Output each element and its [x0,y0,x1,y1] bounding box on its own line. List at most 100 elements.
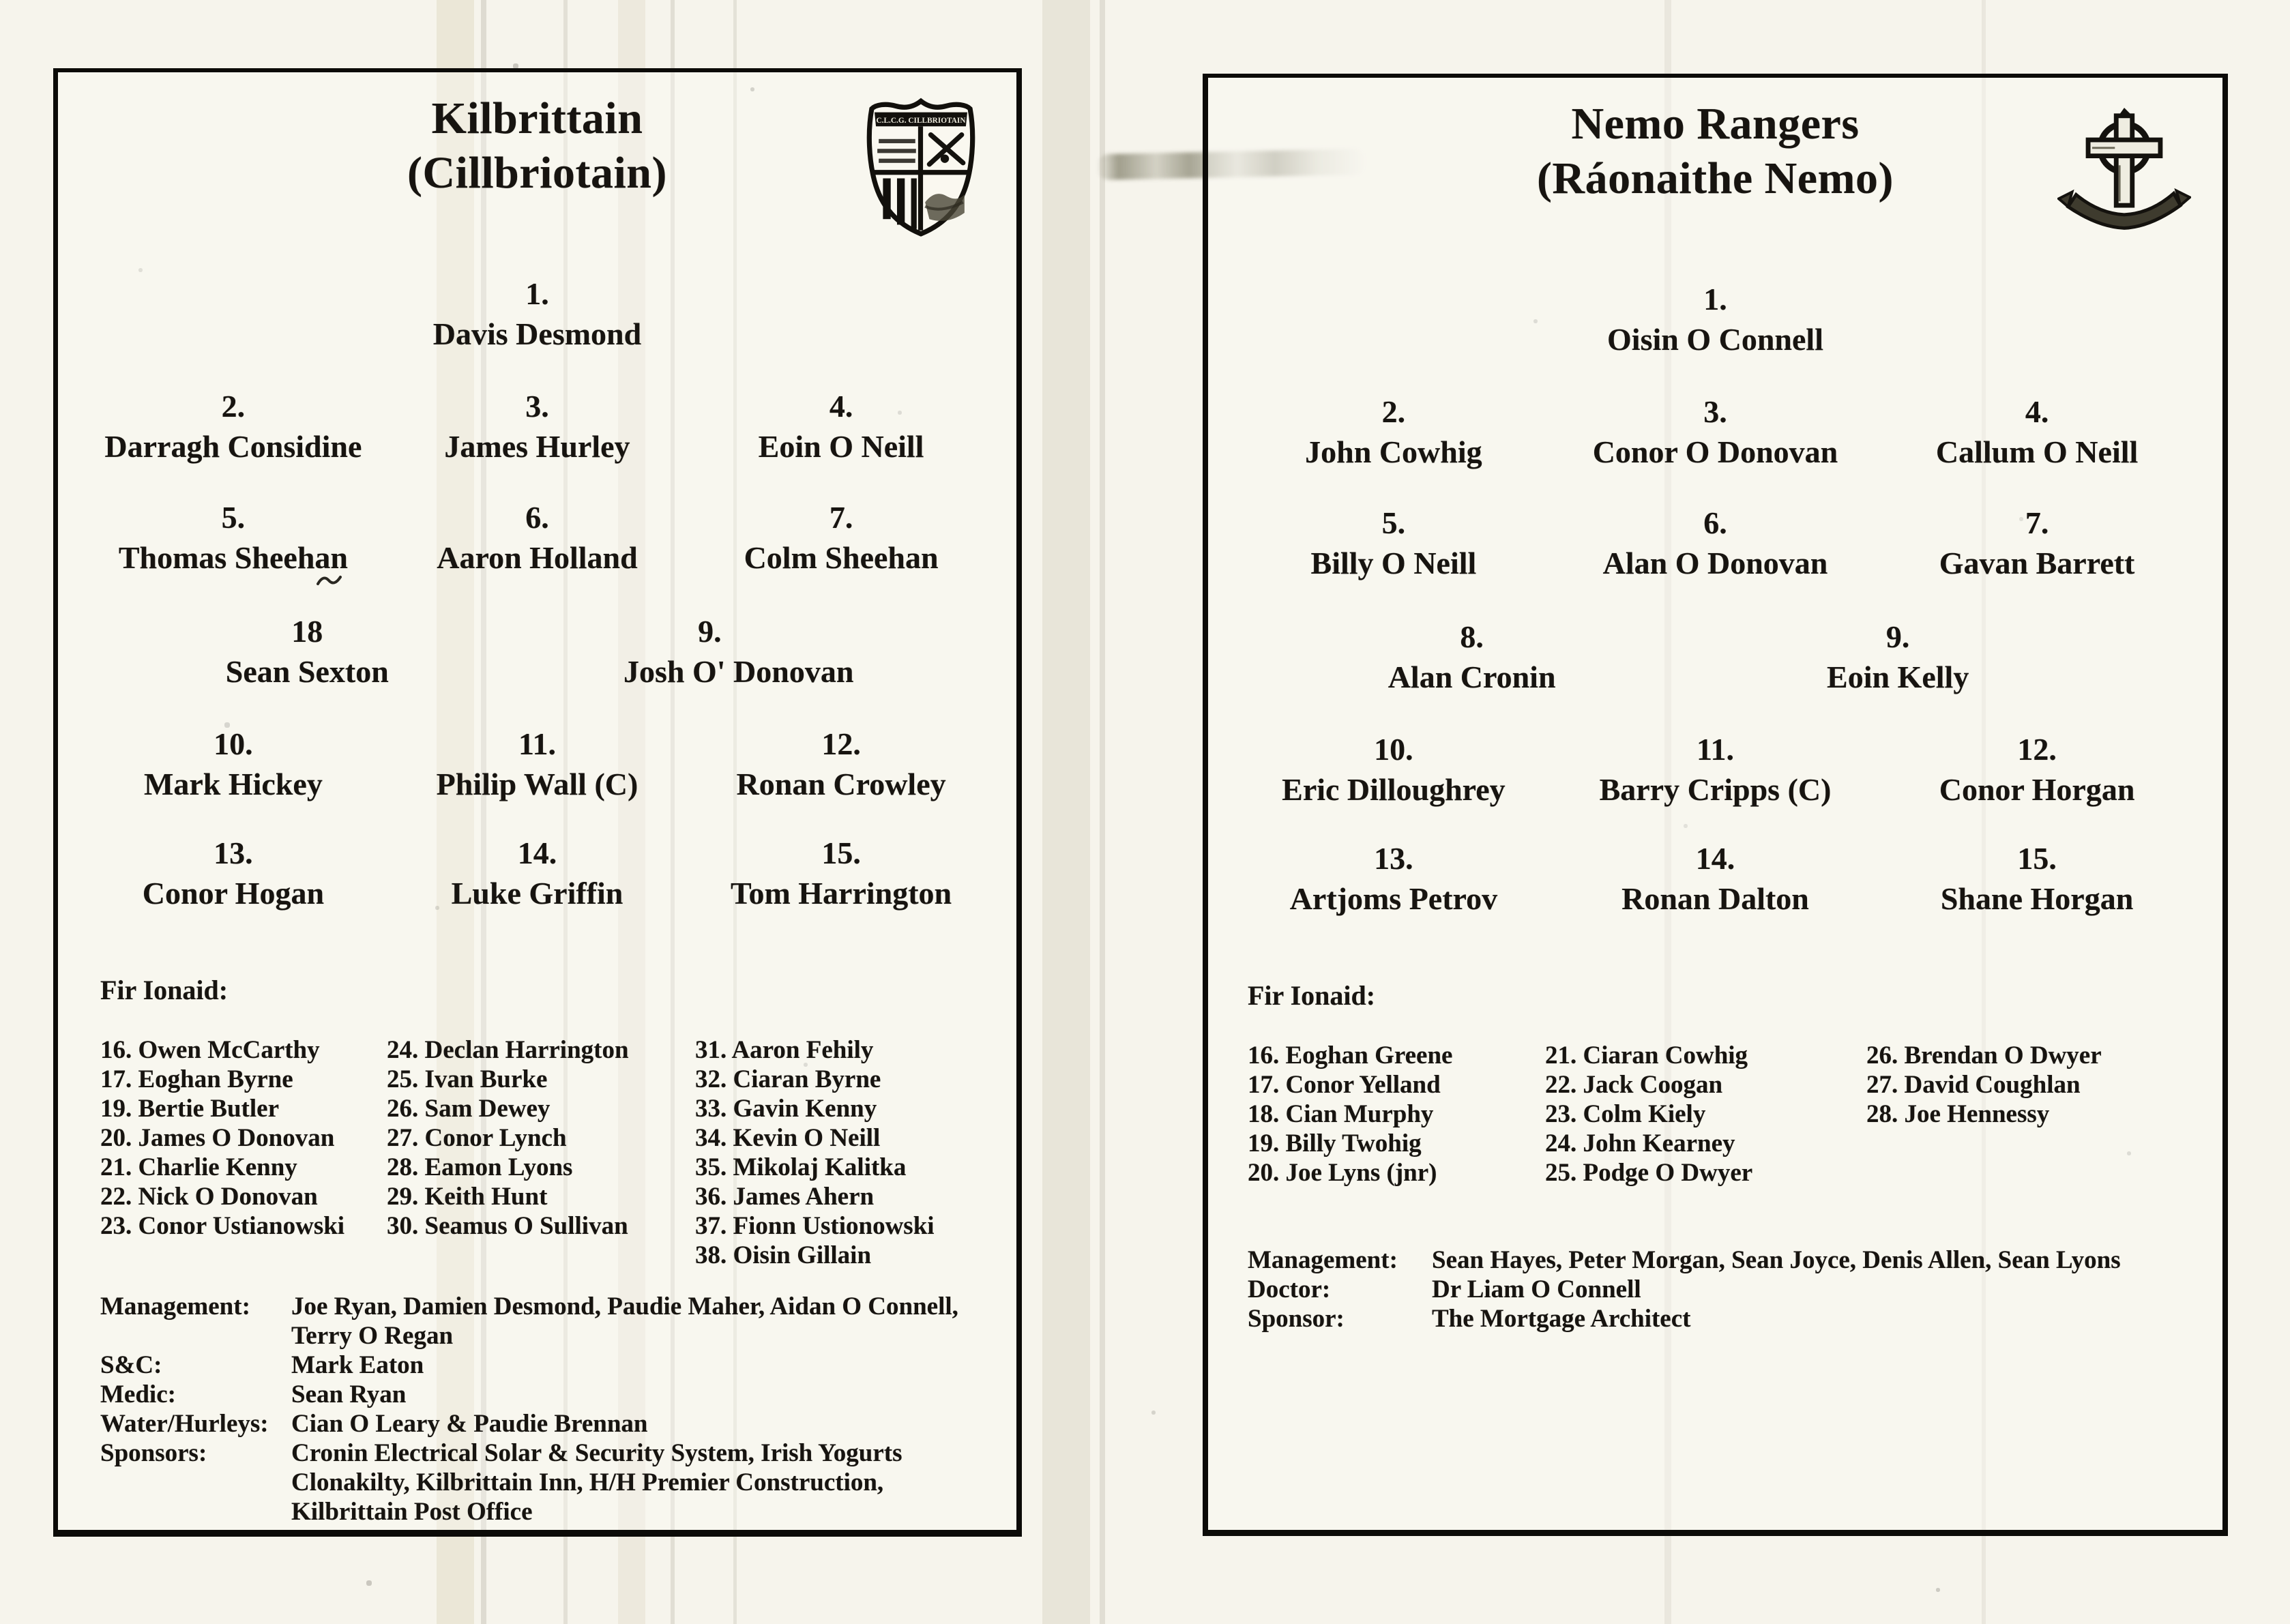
player-number: 14. [517,836,557,870]
player-number: 11. [518,726,556,761]
player-number: 4. [2025,394,2049,429]
subs-column-1: 16. Owen McCarthy 17. Eoghan Byrne 19. B… [100,1035,344,1241]
sub-player: 23. Conor Ustianowski [100,1212,345,1240]
player-name: Conor Hogan [142,876,325,911]
subs-column-1: 16. Eoghan Greene 17. Conor Yelland 18. … [1248,1041,1452,1187]
player-number: 6. [525,500,549,535]
sub-player: 24. Declan Harrington [387,1036,629,1064]
sub-player: 23. Colm Kiely [1545,1100,1706,1128]
official-value: Mark Eaton [291,1351,424,1379]
official-row: Water/Hurleys: Cian O Leary & Paudie Bre… [100,1409,1001,1438]
player-name: Sean Sexton [225,654,389,689]
sub-player: 24. John Kearney [1545,1130,1735,1157]
sub-player: 31. Aaron Fehily [695,1036,874,1064]
player-name: Aaron Holland [437,540,638,575]
team-title: Kilbrittain [431,93,643,143]
player-number: 11. [1697,732,1734,767]
subs-column-3: 26. Brendan O Dwyer 27. David Coughlan 2… [1866,1041,2102,1129]
team-title-block: Nemo Rangers (Ráonaithe Nemo) [1208,97,2222,206]
official-row: Sponsors: Cronin Electrical Solar & Secu… [100,1438,1001,1526]
sub-player: 22. Jack Coogan [1545,1071,1723,1099]
player-slot: 13. Conor Hogan [101,836,365,911]
player-slot: 5. Billy O Neill [1254,506,1533,581]
subs-heading: Fir Ionaid: [1248,980,1376,1011]
subs-column-2: 21. Ciaran Cowhig 22. Jack Coogan 23. Co… [1545,1041,1752,1187]
kilbrittain-crest-icon: C.L.C.G. CILLBRIOTAIN [864,97,978,237]
player-number: 1. [525,276,549,311]
lineup-row-full-backs: 2. Darragh Considine 3. James Hurley 4. … [58,389,1016,464]
player-number: 5. [1381,505,1406,540]
player-slot: 14. Luke Griffin [405,836,669,911]
lineup-row-goalkeeper: 1. Davis Desmond [58,277,1016,352]
player-name: Artjoms Petrov [1289,881,1498,916]
official-value: Joe Ryan, Damien Desmond, Paudie Maher, … [291,1293,958,1350]
scan-specks [0,0,1,1]
official-label: Doctor: [1248,1275,1331,1303]
lineup-row-half-backs: 5. Thomas Sheehan 6. Aaron Holland 7. Co… [58,501,1016,576]
player-name: Billy O Neill [1310,546,1477,580]
lineup-row-midfield: 8. Alan Cronin 9. Eoin Kelly [1208,620,2222,695]
player-slot: 8. Alan Cronin [1381,620,1564,695]
sub-player: 18. Cian Murphy [1248,1100,1434,1128]
sub-player: 17. Eoghan Byrne [100,1065,293,1093]
player-slot: 4. Eoin O Neill [709,389,973,464]
player-slot: 6. Aaron Holland [405,501,669,576]
player-slot: 9. Josh O' Donovan [623,614,854,690]
official-row: S&C: Mark Eaton [100,1350,1001,1380]
team-title-block: Kilbrittain (Cillbriotain) [58,91,1016,201]
lineup-row-goalkeeper: 1. Oisin O Connell [1208,282,2222,357]
official-label: Sponsor: [1248,1305,1345,1333]
player-slot: 2. John Cowhig [1254,395,1533,470]
official-row: Medic: Sean Ryan [100,1380,1001,1409]
sub-player: 25. Podge O Dwyer [1545,1159,1753,1187]
player-number: 15. [821,836,861,870]
player-slot: 1. Davis Desmond [336,277,738,352]
player-name: Josh O' Donovan [623,654,854,689]
player-name: Ronan Dalton [1621,881,1809,916]
sub-player: 27. Conor Lynch [387,1124,567,1152]
official-row: Doctor: Dr Liam O Connell [1248,1275,2196,1304]
team-subtitle: (Cillbriotain) [407,148,667,198]
player-name: Conor Horgan [1939,772,2135,807]
player-name: Alan O Donovan [1602,546,1828,580]
sub-player: 28. Joe Hennessy [1866,1100,2050,1128]
player-number: 7. [2025,505,2049,540]
player-number: 1. [1703,282,1727,316]
lineup-row-full-forwards: 13. Artjoms Petrov 14. Ronan Dalton 15. … [1208,842,2222,917]
sub-player: 33. Gavin Kenny [695,1095,877,1123]
sub-player: 21. Ciaran Cowhig [1545,1042,1748,1069]
official-label: Sponsors: [100,1439,207,1467]
player-name: Conor O Donovan [1592,434,1838,469]
sub-player: 20. James O Donovan [100,1124,335,1152]
player-name: Thomas Sheehan [118,540,348,575]
official-value: Sean Hayes, Peter Morgan, Sean Joyce, De… [1432,1246,2121,1274]
player-slot: 12. Conor Horgan [1897,733,2177,808]
player-name: Davis Desmond [432,316,642,351]
player-number: 5. [221,500,246,535]
player-number: 2. [221,389,246,424]
player-slot: 18 Sean Sexton [221,615,394,690]
player-slot: 14. Ronan Dalton [1575,842,1855,917]
sub-player: 20. Joe Lyns (jnr) [1248,1159,1437,1187]
player-number: 6. [1703,505,1727,540]
player-number: 15. [2017,841,2057,876]
player-name: Ronan Crowley [736,767,946,801]
player-name: Eric Dilloughrey [1282,772,1506,807]
panel-nemo-rangers: Nemo Rangers (Ráonaithe Nemo) 1. Oisin O… [1203,74,2228,1536]
official-value: Sean Ryan [291,1381,407,1408]
sub-player: 37. Fionn Ustionowski [695,1212,935,1240]
player-slot: 5. Thomas Sheehan [101,501,365,576]
sub-player: 38. Oisin Gillain [695,1241,872,1269]
player-name: Tom Harrington [730,876,952,911]
player-number: 9. [698,614,722,649]
player-number: 8. [1460,619,1484,654]
player-name: Eoin Kelly [1827,660,1969,694]
player-number: 4. [829,389,853,424]
scan-streak [1100,0,1105,1624]
player-name: James Hurley [444,429,630,464]
official-row: Management: Sean Hayes, Peter Morgan, Se… [1248,1245,2196,1275]
player-slot: 13. Artjoms Petrov [1254,842,1533,917]
sub-player: 29. Keith Hunt [387,1183,548,1211]
player-name: Luke Griffin [451,876,623,911]
